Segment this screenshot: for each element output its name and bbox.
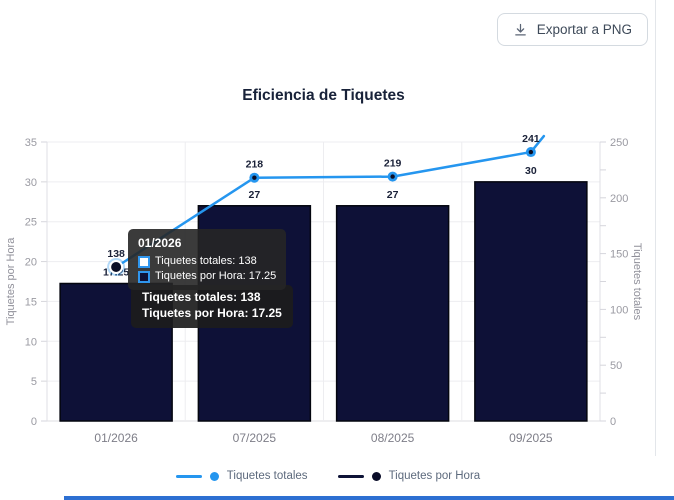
- legend-label-totales: Tiquetes totales: [226, 470, 308, 482]
- line-value-label: 138: [107, 248, 125, 260]
- svg-text:Tiquetes por Hora: Tiquetes por Hora: [5, 237, 17, 326]
- svg-text:150: 150: [610, 249, 628, 261]
- tooltip-summary-totales: Tiquetes totales: 138: [142, 290, 261, 304]
- export-png-button[interactable]: Exportar a PNG: [496, 13, 648, 46]
- bottom-accent-bar: [64, 496, 674, 500]
- svg-text:20: 20: [25, 257, 37, 269]
- chart-tooltip: 01/2026 Tiquetes totales: 138 Tiquetes p…: [128, 229, 287, 290]
- svg-text:30: 30: [25, 177, 37, 189]
- x-axis-label: 09/2025: [509, 431, 553, 445]
- tooltip-row-totales: Tiquetes totales: 138: [138, 254, 276, 269]
- svg-text:35: 35: [25, 137, 37, 149]
- bar-value-label: 27: [249, 189, 261, 201]
- line-value-label: 218: [246, 159, 264, 171]
- legend-dot-icon: [209, 471, 219, 481]
- tooltip-marker-por-hora: [138, 270, 150, 283]
- legend-item-tiquetes-totales[interactable]: Tiquetes totales: [175, 470, 308, 482]
- chart-canvas[interactable]: 0 5 10 15 20 25 30 35 0 50 100 150 200 250 Tiquetes po…: [0, 0, 674, 460]
- line-value-label: 241: [522, 133, 540, 145]
- tooltip-marker-totales: [138, 255, 150, 268]
- svg-text:15: 15: [25, 296, 37, 308]
- svg-text:5: 5: [31, 376, 37, 388]
- legend-line-icon: [175, 474, 202, 478]
- x-axis-label: 07/2025: [233, 431, 277, 445]
- svg-text:10: 10: [25, 336, 37, 348]
- tooltip-header: 01/2026: [138, 236, 182, 250]
- x-axis-label: 08/2025: [371, 431, 415, 445]
- line-value-label: 219: [384, 158, 402, 170]
- legend-line-icon: [337, 474, 364, 478]
- tooltip-text-por-hora: Tiquetes por Hora: 17.25: [155, 270, 277, 282]
- panel-right-border: [655, 0, 656, 456]
- bar-08/2025[interactable]: [335, 205, 450, 422]
- tooltip-text-totales: Tiquetes totales: 138: [155, 255, 257, 267]
- legend-dot-icon: [371, 471, 381, 481]
- chart-legend: Tiquetes totales Tiquetes por Hora: [0, 470, 656, 482]
- tooltip-summary-por-hora: Tiquetes por Hora: 17.25: [142, 306, 282, 320]
- svg-text:Tiquetes totales: Tiquetes totales: [631, 243, 643, 321]
- svg-text:250: 250: [610, 137, 628, 149]
- svg-text:50: 50: [610, 360, 622, 372]
- svg-text:200: 200: [610, 193, 628, 205]
- svg-text:0: 0: [610, 416, 616, 428]
- chart-title: Eficiencia de Tiquetes: [242, 87, 405, 104]
- legend-item-tiquetes-por-hora[interactable]: Tiquetes por Hora: [337, 470, 481, 482]
- x-axis-label: 01/2026: [94, 431, 138, 445]
- download-icon: [513, 22, 528, 37]
- export-png-label: Exportar a PNG: [536, 22, 632, 37]
- svg-text:0: 0: [31, 416, 37, 428]
- bar-value-label: 27: [387, 189, 399, 201]
- bar-value-label: 30: [525, 165, 537, 177]
- chart-tooltip-summary: Tiquetes totales: 138 Tiquetes por Hora:…: [131, 285, 293, 328]
- svg-text:100: 100: [610, 304, 628, 316]
- svg-text:25: 25: [25, 217, 37, 229]
- bar-09/2025[interactable]: [474, 181, 588, 422]
- tooltip-row-por-hora: Tiquetes por Hora: 17.25: [138, 269, 276, 284]
- legend-label-por-hora: Tiquetes por Hora: [388, 470, 481, 482]
